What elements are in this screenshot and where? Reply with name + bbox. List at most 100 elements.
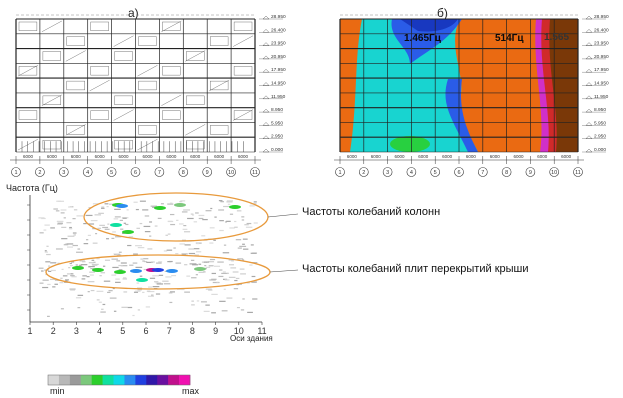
spectrogram-noise	[229, 213, 234, 215]
spectrogram-noise	[183, 209, 191, 211]
spectrogram-noise	[93, 261, 96, 263]
spectrogram-noise	[179, 243, 186, 245]
section-b-elevation-label: 23.950	[594, 41, 609, 47]
section-b-elevation-label: 11.950	[594, 94, 609, 100]
spectrogram-noise	[224, 221, 227, 223]
spectrogram-noise	[106, 206, 109, 208]
spectrogram-noise	[193, 248, 200, 250]
spectrogram-noise	[180, 200, 186, 202]
spectrogram-noise	[111, 258, 118, 260]
section-a-detail	[138, 125, 157, 135]
spectrogram-noise	[92, 242, 98, 244]
section-a-elevation-label: 23.950	[271, 41, 286, 47]
spectrogram-noise	[89, 274, 94, 276]
spectrogram-noise	[244, 224, 249, 226]
spectrogram-noise	[97, 227, 102, 229]
section-b-axis-marker	[501, 167, 512, 177]
colorbar-swatch	[113, 375, 125, 385]
section-a-detail	[162, 21, 181, 31]
spectrogram-noise	[205, 210, 212, 212]
section-a-stair	[41, 20, 62, 32]
spectrogram-noise	[181, 288, 185, 291]
spectrogram-noise	[60, 209, 67, 211]
freq-label-1: 1.465Гц	[404, 33, 441, 44]
spectrogram-noise	[60, 212, 65, 214]
spectrogram-noise	[175, 262, 182, 264]
section-a-axis-number: 4	[86, 170, 89, 176]
spectrogram-noise	[68, 206, 73, 208]
spectrogram-noise	[209, 242, 214, 244]
spectrogram-noise	[115, 236, 122, 238]
spectrogram-noise	[142, 209, 149, 211]
spectrogram-noise	[208, 261, 215, 263]
spectrogram-noise	[80, 264, 88, 266]
spectrogram-noise	[208, 289, 213, 291]
section-a-detail	[162, 66, 181, 76]
colorbar-swatch	[124, 375, 136, 385]
section-a-axis-marker	[35, 167, 45, 177]
spectrogram-noise	[198, 217, 204, 220]
section-b-axis-number: 6	[457, 170, 460, 176]
spectrogram-noise	[139, 275, 143, 277]
section-a-elevation-mark	[262, 15, 270, 20]
spectrogram-noise	[98, 212, 104, 214]
spectrogram-noise	[252, 298, 258, 300]
spectrogram-noise	[220, 201, 225, 203]
section-b-elevation-mark	[585, 135, 593, 139]
section-a-axis-marker	[250, 167, 260, 177]
spectrogram-noise	[42, 279, 49, 281]
section-a-stair	[17, 139, 38, 151]
spectrogram-noise	[50, 278, 56, 281]
spectrogram-noise	[228, 276, 236, 278]
spectrogram-noise	[115, 278, 120, 280]
spectrogram-noise	[45, 261, 51, 263]
spectrogram-noise	[167, 261, 172, 263]
spectrogram-noise	[158, 261, 163, 263]
spectrogram-noise	[104, 203, 109, 205]
spectrogram-slab-peak	[92, 268, 104, 272]
spectrogram-noise	[203, 271, 206, 273]
spectrogram-noise	[223, 244, 227, 246]
spectrogram-noise	[230, 267, 237, 269]
section-a-stair	[65, 124, 86, 136]
section-b-elevation-label: 2.950	[594, 134, 606, 140]
section-a-axis-marker	[226, 167, 236, 177]
spectrogram-x-tick-label: 6	[143, 326, 148, 336]
spectrogram-column-peak	[110, 223, 122, 227]
spectrogram-noise	[85, 239, 89, 241]
spectrogram-noise	[57, 223, 63, 225]
spectrogram-noise	[148, 286, 153, 288]
spectrogram-noise	[98, 301, 102, 303]
spectrogram-column-peak	[154, 206, 166, 210]
section-b-axis-marker	[430, 167, 441, 177]
section-a-detail	[90, 21, 109, 31]
section-a-detail	[138, 80, 157, 91]
freq-label-3: 1.565	[544, 32, 570, 43]
spectrogram-noise	[75, 297, 82, 299]
spectrogram-noise	[205, 266, 211, 268]
section-a-elevation-label: 0.000	[271, 147, 283, 153]
spectrogram-noise	[245, 226, 253, 228]
section-a-stair	[137, 65, 158, 77]
spectrogram-noise	[179, 200, 183, 203]
spectrogram-noise	[210, 207, 213, 210]
spectrogram-noise	[240, 309, 245, 311]
spectrogram-noise	[181, 211, 188, 213]
section-a-detail	[66, 125, 85, 135]
section-a-axis-number: 6	[134, 170, 137, 176]
section-b-axis-number: 5	[434, 170, 437, 176]
section-b-elevation-mark	[585, 148, 593, 153]
spectrogram-noise	[233, 288, 239, 290]
section-b-dimension-label: 6000	[418, 154, 429, 159]
section-b-axis-number: 2	[362, 170, 365, 176]
spectrogram-noise	[221, 272, 228, 275]
spectrogram-noise	[149, 235, 152, 237]
spectrogram-noise	[50, 227, 55, 229]
spectrogram-noise	[78, 264, 82, 266]
spectrogram-noise	[198, 271, 204, 273]
spectrogram-noise	[195, 274, 198, 276]
spectrogram-noise	[132, 314, 135, 317]
section-b-axis-number: 1	[338, 170, 341, 176]
spectrogram-noise	[217, 261, 224, 263]
spectrogram-noise	[218, 275, 224, 278]
